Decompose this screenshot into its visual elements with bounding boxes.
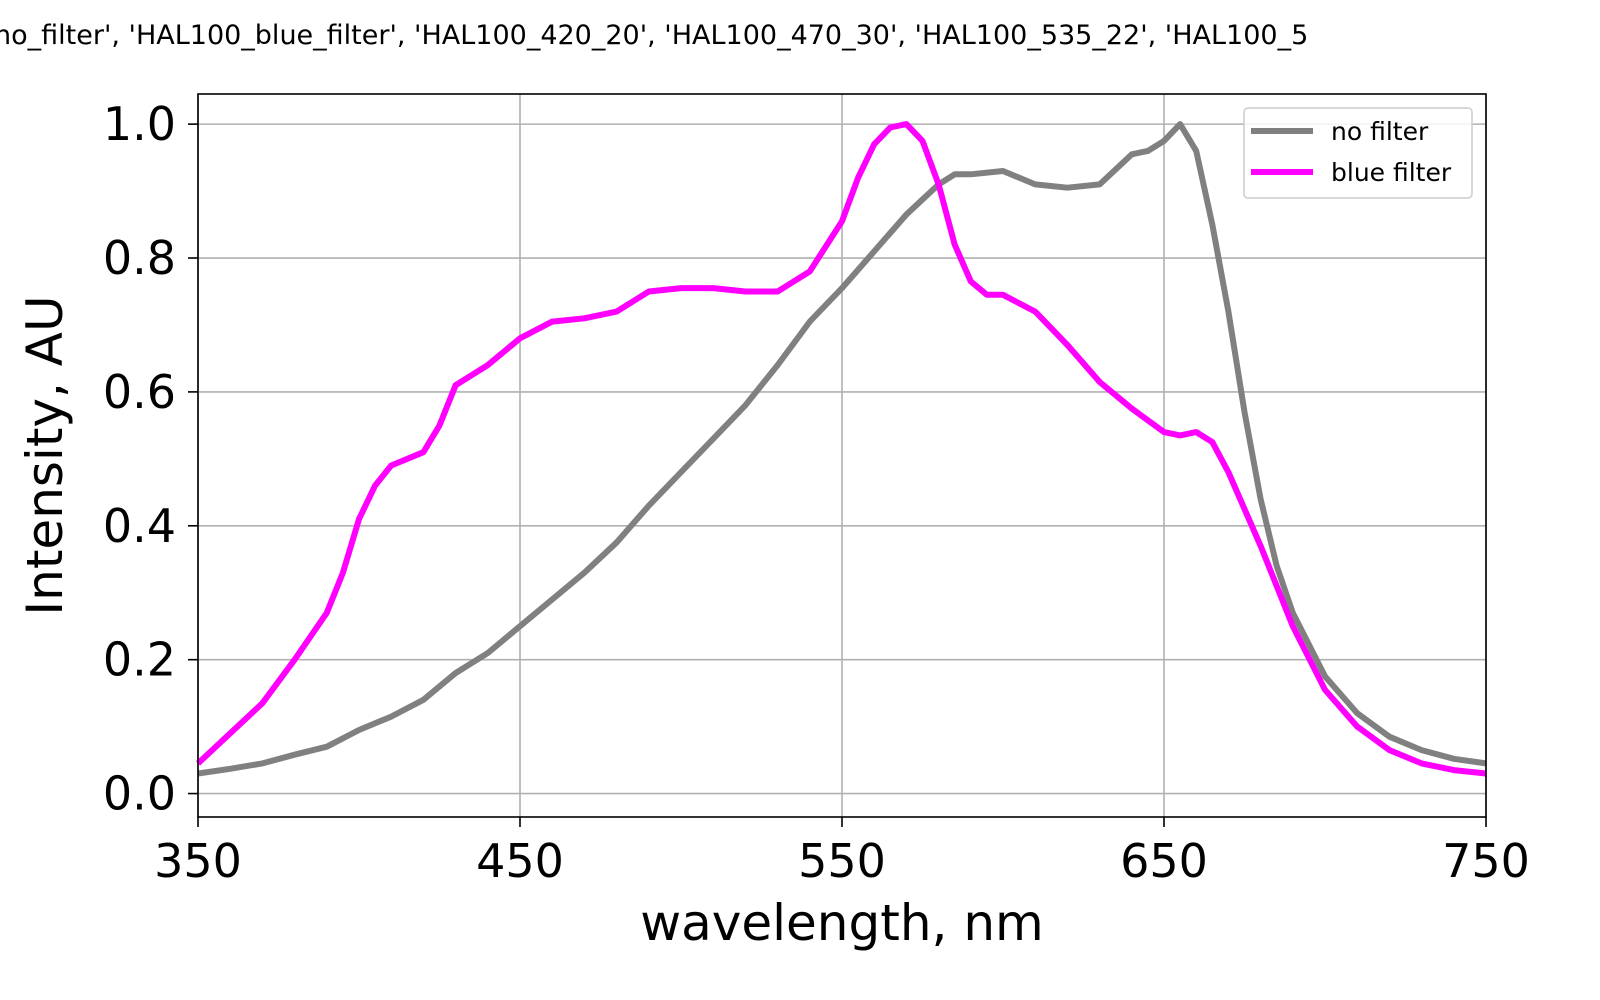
series-lines [195,121,1487,777]
x-axis-ticks: 350 450 550 650 750 [154,817,1530,888]
x-tick-label: 450 [476,834,564,888]
x-tick-label: 550 [798,834,886,888]
x-tick-label: 750 [1442,834,1530,888]
y-axis-ticks: 0.0 0.2 0.4 0.6 0.8 1.0 [103,97,198,821]
series-line-blue-filter [195,121,1487,777]
y-tick-label: 0.2 [103,633,176,687]
y-tick-label: 0.0 [103,767,176,821]
x-axis-label: wavelength, nm [640,894,1043,952]
legend: no filter blue filter [1243,107,1473,199]
legend-label-no-filter: no filter [1331,117,1429,146]
y-tick-label: 0.6 [103,365,176,419]
y-axis-label: Intensity, AU [16,295,74,615]
chart-title: no_filter', 'HAL100_blue_filter', 'HAL10… [0,20,1308,51]
legend-label-blue-filter: blue filter [1331,158,1452,187]
x-tick-label: 650 [1120,834,1208,888]
grid [197,94,1487,817]
x-tick-label: 350 [154,834,242,888]
y-tick-label: 0.4 [103,499,176,553]
y-tick-label: 1.0 [103,97,176,151]
y-tick-label: 0.8 [103,231,176,285]
